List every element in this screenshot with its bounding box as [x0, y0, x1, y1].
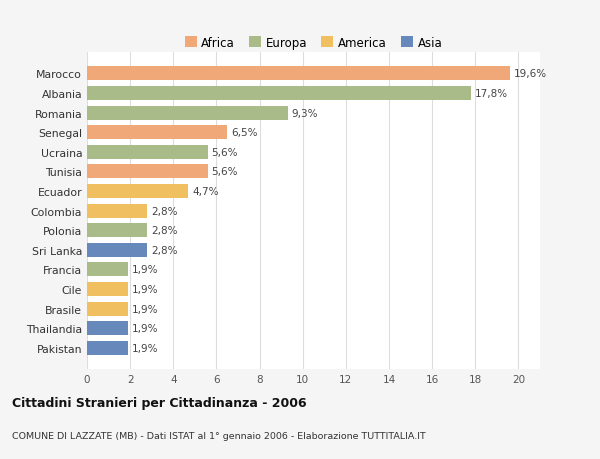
Bar [87, 106, 287, 120]
Text: COMUNE DI LAZZATE (MB) - Dati ISTAT al 1° gennaio 2006 - Elaborazione TUTTITALIA: COMUNE DI LAZZATE (MB) - Dati ISTAT al 1… [12, 431, 426, 440]
Bar [87, 87, 471, 101]
Text: 9,3%: 9,3% [292, 108, 318, 118]
Bar [87, 165, 208, 179]
Text: 1,9%: 1,9% [132, 343, 158, 353]
Text: 2,8%: 2,8% [151, 226, 178, 235]
Bar [87, 263, 128, 277]
Text: 5,6%: 5,6% [212, 167, 238, 177]
Bar [87, 341, 128, 355]
Text: 6,5%: 6,5% [231, 128, 257, 138]
Text: 1,9%: 1,9% [132, 304, 158, 314]
Text: 2,8%: 2,8% [151, 245, 178, 255]
Bar [87, 243, 148, 257]
Text: 5,6%: 5,6% [212, 147, 238, 157]
Bar [87, 146, 208, 159]
Bar [87, 282, 128, 297]
Legend: Africa, Europa, America, Asia: Africa, Europa, America, Asia [180, 32, 447, 54]
Bar [87, 302, 128, 316]
Bar [87, 204, 148, 218]
Text: 1,9%: 1,9% [132, 324, 158, 334]
Text: 2,8%: 2,8% [151, 206, 178, 216]
Text: 17,8%: 17,8% [475, 89, 508, 99]
Text: 19,6%: 19,6% [514, 69, 547, 79]
Bar [87, 224, 148, 238]
Bar [87, 185, 188, 199]
Text: 1,9%: 1,9% [132, 285, 158, 294]
Text: Cittadini Stranieri per Cittadinanza - 2006: Cittadini Stranieri per Cittadinanza - 2… [12, 396, 307, 409]
Text: 1,9%: 1,9% [132, 265, 158, 275]
Text: 4,7%: 4,7% [192, 187, 219, 196]
Bar [87, 126, 227, 140]
Bar [87, 321, 128, 336]
Bar [87, 67, 510, 81]
